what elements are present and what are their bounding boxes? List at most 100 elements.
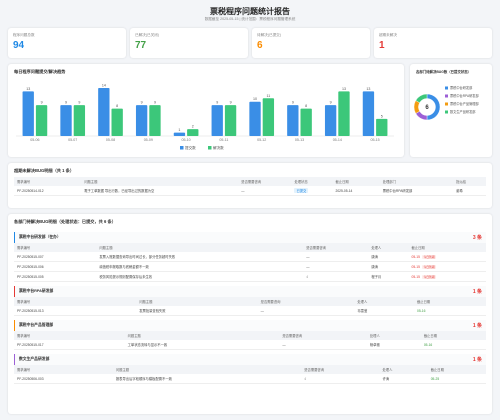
- table-cell: 发票入账数据查询导出时间过长，部分任务超时失败: [96, 252, 304, 262]
- group-header: 票税中台产品管理部 1 条: [14, 320, 486, 331]
- x-tick-label: 05-14: [333, 138, 342, 142]
- table-cell: 2025-05-14: [332, 186, 380, 196]
- value-label: 9: [141, 101, 143, 105]
- cell-text: 增值税申报取数与底稿金额不一致: [99, 265, 149, 269]
- table-cell: PF-20250514-012: [14, 186, 82, 196]
- bar: [111, 108, 123, 136]
- kpi-card: 超期未解决 1: [374, 28, 492, 58]
- pending-card: 各部门待解决BUG明细（处理状态：已提交，共 6 条） 票税中台研发部（在办） 3…: [8, 214, 492, 414]
- legend-swatch: [445, 94, 448, 98]
- table-cell: PF-20250515-007: [14, 252, 97, 262]
- value-label: 9: [154, 101, 156, 105]
- cell-text: PF-20250515-005: [17, 274, 44, 279]
- table-cell: 报表导出后字段顺序与模板配置不一致: [112, 374, 302, 384]
- bar: [249, 101, 261, 136]
- bar: [262, 98, 275, 136]
- column-header: 需求编号: [14, 177, 82, 186]
- cell-text: 报表导出后字段顺序与模板配置不一致: [115, 377, 172, 381]
- column-header: 截止日期: [408, 243, 486, 252]
- bar: [98, 88, 110, 136]
- table-cell: 05-15 今日到期: [408, 252, 486, 262]
- table-row: PF-20250515-013 发票批量查验失败 — 韦雪莹 05-16: [14, 306, 486, 316]
- bar: [187, 129, 199, 136]
- bar: [35, 105, 48, 136]
- bar: [287, 105, 299, 136]
- cell-text: 程子月: [371, 275, 382, 279]
- column-header: 需求编号: [14, 331, 125, 340]
- cell-text: PF-20250514-012: [17, 188, 44, 193]
- bar: [376, 118, 388, 136]
- donut-total: 6: [425, 105, 429, 111]
- kpi-label: 待解决(已提交): [257, 33, 281, 37]
- column-header: 处理人: [368, 243, 409, 252]
- bar: [173, 132, 186, 136]
- dept-card: 各部门待解决BUG数（已提交状态） 6 票税中台研发部票税中台RPA研发部 票税中台…: [410, 64, 492, 157]
- table-header-row: 需求编号 问题主题 是否需要咨询 处理人 截止日期: [14, 297, 486, 306]
- donut-slice: [415, 93, 428, 104]
- cell-text: √: [306, 274, 308, 279]
- group-name: 票税中台产品管理部: [19, 323, 54, 327]
- table-cell: 韦雪莹: [354, 306, 414, 316]
- column-header: 处理人: [366, 331, 421, 340]
- table-header-row: 需求编号 问题主题 是否需要咨询 处理人 截止日期: [14, 331, 486, 340]
- trend-card: 每日程序问题提交/解决趋势 13 9 05-06 9 9 05-07 14 8 05-08 9 9 0…: [8, 64, 404, 157]
- value-label: 2: [192, 125, 194, 129]
- kpi-label: 已解决(已关闭): [135, 33, 159, 37]
- group-header: 票税中台RPA研发部 1 条: [14, 286, 486, 297]
- table-cell: √: [301, 374, 380, 384]
- column-header: 问题主题: [124, 331, 280, 340]
- table-row: PF-20250515-005 税务风险提示规则配置保存后未生效 √ 程子月 05-15…: [14, 271, 486, 282]
- group-name: 票税中台研发部（在办）: [19, 235, 61, 239]
- x-tick-label: 05-11: [219, 138, 228, 142]
- cell-text: 唐涛: [371, 265, 378, 269]
- kpi-label: 超期未解决: [379, 33, 397, 37]
- value-label: 9: [230, 101, 232, 105]
- value-label: 5: [381, 114, 383, 118]
- column-header: 是否需要咨询: [238, 177, 292, 186]
- value-label: 13: [366, 87, 370, 91]
- card-title: 各部门待解决BUG数（已提交状态）: [416, 70, 472, 74]
- status-badge: 已提交: [294, 188, 309, 193]
- deadline: 05-16: [423, 342, 433, 347]
- cell-text: 2025-05-14: [335, 188, 353, 193]
- column-header: 需求编号: [14, 243, 97, 252]
- value-label: 13: [342, 87, 346, 91]
- table-cell: PF-20250515-013: [14, 306, 137, 316]
- bar: [149, 105, 161, 136]
- table-cell: √: [303, 271, 369, 282]
- cell-text: —: [306, 264, 310, 269]
- cell-text: 唐涛: [371, 255, 378, 259]
- table-cell: 谢希: [453, 186, 486, 196]
- cell-text: 杨卓雅: [369, 343, 380, 347]
- legend-swatch: [445, 102, 448, 106]
- legend-label: 票税中台产品管理部: [450, 101, 479, 106]
- legend-label: 票税中台RPA研发部: [450, 93, 479, 98]
- column-header: 问题主题: [81, 177, 239, 186]
- overdue-card: 超期未解决BUG明细（共 1 条） 需求编号 问题主题 是否需要咨询 处理状态 截止日期…: [8, 163, 492, 208]
- column-header: 截止日期: [427, 365, 486, 374]
- deadline: 05-25: [430, 376, 440, 381]
- bar: [338, 91, 350, 136]
- value-label: 13: [26, 87, 30, 91]
- table-cell: 05-15 今日到期: [408, 271, 486, 282]
- legend-label: 数文生产品研发部: [450, 109, 476, 114]
- page-title: 票税程序问题统计报告: [210, 7, 290, 16]
- table-cell: 税务风险提示规则配置保存后未生效: [96, 271, 304, 282]
- value-label: 10: [253, 97, 257, 101]
- group-header: 数文生产品研发部 1 条: [14, 354, 486, 365]
- legend-label: 票税中台研发部: [450, 85, 473, 90]
- cell-text: 票税中台RPA研发部: [382, 189, 413, 193]
- column-header: 是否需要咨询: [279, 331, 367, 340]
- deadline: 05-15: [411, 254, 420, 259]
- kpi-card: 待解决(已提交) 6: [252, 28, 370, 58]
- x-tick-label: 05-10: [181, 138, 190, 142]
- cell-text: 谢希: [456, 189, 463, 193]
- deadline: 05-16: [417, 308, 426, 313]
- column-header: 问题主题: [136, 297, 258, 306]
- table-cell: 已提交: [291, 186, 333, 196]
- deadline: 05-15: [411, 264, 420, 269]
- group-table: 需求编号 问题主题 是否需要咨询 处理人 截止日期 PF-20250515-017 工单状态…: [14, 331, 486, 350]
- table-cell: —: [303, 252, 369, 262]
- table-cell: 发票批量查验失败: [136, 306, 258, 316]
